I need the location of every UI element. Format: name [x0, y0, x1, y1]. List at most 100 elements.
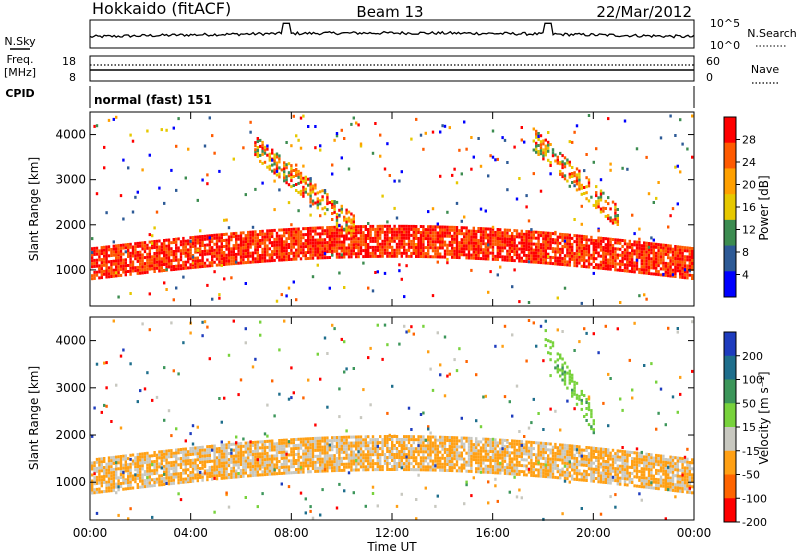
heatmap-cell [405, 447, 408, 451]
heatmap-cell [304, 446, 307, 450]
heatmap-cell [391, 468, 394, 471]
heatmap-cell [482, 251, 485, 255]
heatmap-cell [643, 293, 646, 297]
heatmap-cell [362, 249, 365, 253]
heatmap-cell [129, 362, 132, 366]
heatmap-cell [477, 449, 480, 453]
heatmap-cell [220, 242, 223, 246]
heatmap-cell [376, 323, 379, 327]
heatmap-cell [259, 230, 262, 233]
heatmap-cell [465, 451, 468, 455]
heatmap-cell [451, 225, 454, 229]
heatmap-cell [100, 270, 103, 274]
heatmap-cell [431, 225, 435, 229]
heatmap-cell [117, 265, 120, 269]
heatmap-cell [206, 243, 209, 247]
heatmap-cell [688, 249, 691, 253]
heatmap-cell [424, 252, 427, 256]
heatmap-cell [299, 180, 303, 184]
heatmap-cell [141, 271, 144, 275]
heatmap-cell [410, 224, 413, 228]
heatmap-cell [335, 252, 339, 256]
heatmap-cell [571, 175, 574, 178]
heatmap-cell [487, 227, 490, 231]
heatmap-cell [410, 254, 413, 258]
heatmap-cell [532, 251, 535, 255]
heatmap-cell [203, 320, 207, 324]
power-colorbar-label: Power [dB] [757, 175, 771, 240]
heatmap-cell [446, 225, 449, 229]
heatmap-cell [604, 214, 607, 218]
heatmap-cell [465, 460, 468, 464]
heatmap-cell [350, 243, 353, 247]
heatmap-cell [187, 257, 190, 261]
heatmap-cell [215, 236, 219, 240]
heatmap-cell [364, 234, 367, 237]
heatmap-cell [189, 242, 192, 246]
heatmap-cell [434, 438, 437, 442]
heatmap-cell [345, 438, 348, 442]
heatmap-cell [314, 247, 317, 251]
heatmap-cell [340, 255, 343, 259]
heatmap-cell [374, 453, 377, 457]
heatmap-cell [643, 262, 646, 266]
heatmap-cell [115, 485, 118, 489]
heatmap-cell [537, 260, 540, 264]
heatmap-cell [254, 440, 257, 444]
heatmap-cell [242, 462, 245, 466]
heatmap-cell [220, 233, 223, 237]
heatmap-cell [335, 249, 339, 253]
heatmap-cell [573, 130, 576, 134]
heatmap-cell [242, 456, 245, 460]
heatmap-cell [268, 241, 271, 245]
heatmap-cell [556, 296, 559, 300]
heatmap-cell [544, 243, 547, 247]
heatmap-cell [367, 441, 370, 445]
heatmap-cell [148, 292, 151, 296]
heatmap-cell [467, 235, 471, 239]
heatmap-cell [338, 234, 341, 238]
heatmap-cell [107, 254, 111, 258]
heatmap-cell [434, 444, 437, 448]
heatmap-cell [376, 504, 379, 508]
heatmap-cell [331, 225, 334, 229]
heatmap-cell [266, 144, 269, 148]
heatmap-cell [674, 248, 677, 251]
heatmap-cell [568, 175, 571, 179]
heatmap-cell [134, 251, 137, 255]
heatmap-cell [592, 251, 595, 254]
heatmap-cell [549, 246, 552, 250]
heatmap-cell [247, 251, 250, 255]
heatmap-cell [631, 249, 634, 253]
heatmap-cell [379, 465, 382, 469]
heatmap-cell [225, 232, 228, 236]
heatmap-cell [479, 425, 483, 429]
heatmap-cell [292, 438, 295, 442]
heatmap-cell [343, 255, 346, 259]
heatmap-cell [95, 273, 99, 277]
heatmap-cell [434, 231, 437, 235]
heatmap-cell [122, 487, 125, 491]
heatmap-cell [177, 117, 180, 121]
heatmap-cell [357, 456, 360, 460]
heatmap-cell [203, 234, 207, 238]
heatmap-cell [189, 236, 192, 240]
heatmap-cell [160, 459, 163, 463]
heatmap-cell [191, 260, 195, 263]
heatmap-cell [412, 236, 415, 240]
heatmap-cell [631, 261, 634, 265]
heatmap-cell [249, 236, 252, 240]
heatmap-cell [436, 444, 439, 448]
heatmap-cell [247, 260, 250, 264]
heatmap-cell [275, 169, 279, 173]
heatmap-cell [302, 396, 305, 400]
heatmap-cell [563, 257, 567, 261]
heatmap-cell [487, 257, 490, 261]
heatmap-cell [443, 335, 447, 339]
heatmap-cell [148, 240, 151, 244]
heatmap-cell [338, 456, 341, 460]
heatmap-cell [597, 245, 600, 249]
heatmap-cell [431, 447, 435, 451]
heatmap-cell [105, 462, 108, 466]
heatmap-cell [271, 241, 274, 245]
